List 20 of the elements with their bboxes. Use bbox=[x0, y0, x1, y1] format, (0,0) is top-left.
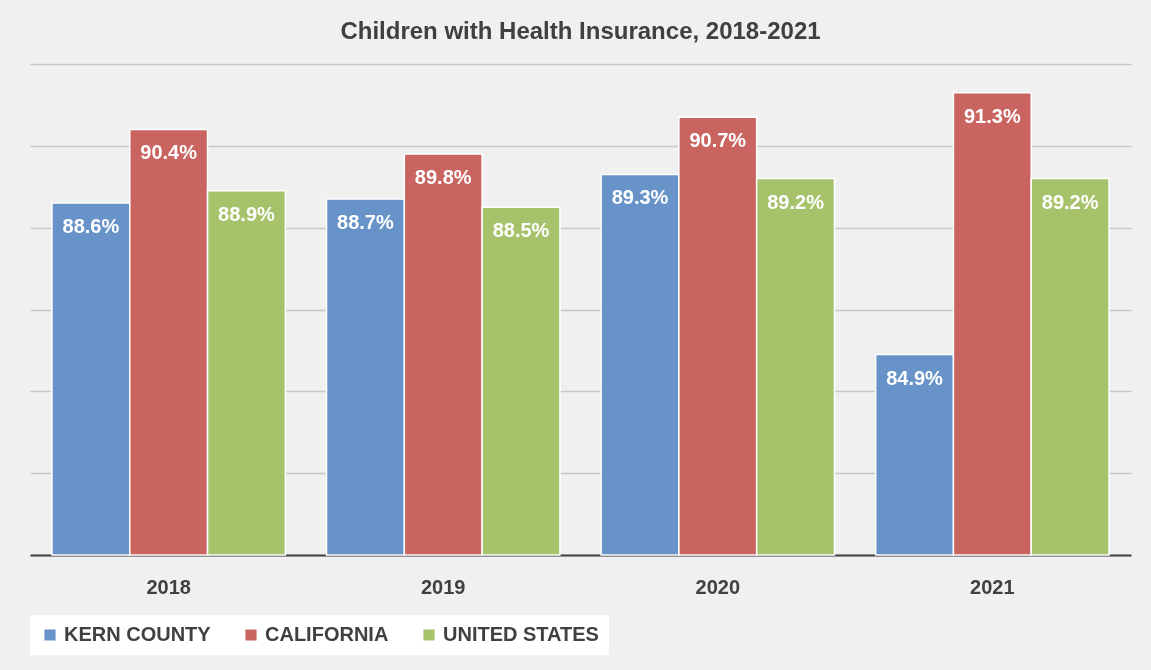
data-label: 89.2% bbox=[767, 190, 825, 213]
data-label: 91.3% bbox=[963, 104, 1021, 127]
legend-label: CALIFORNIA bbox=[265, 623, 389, 645]
data-label: 90.7% bbox=[689, 129, 747, 152]
x-tick-label: 2021 bbox=[970, 575, 1015, 598]
data-label: 90.4% bbox=[140, 141, 198, 164]
data-label: 88.9% bbox=[218, 202, 276, 225]
legend-label: KERN COUNTY bbox=[64, 623, 212, 645]
data-label: 84.9% bbox=[886, 366, 944, 389]
x-tick-label: 2020 bbox=[695, 575, 741, 598]
data-label: 88.7% bbox=[337, 211, 394, 234]
chart-title: Children with Health Insurance, 2018-2021 bbox=[340, 17, 821, 44]
data-label: 89.2% bbox=[1041, 190, 1099, 213]
x-tick-label: 2019 bbox=[420, 575, 466, 598]
x-tick-label: 2018 bbox=[146, 575, 191, 598]
data-label: 88.6% bbox=[62, 215, 120, 238]
data-label: 89.3% bbox=[611, 186, 669, 209]
data-label: 89.8% bbox=[414, 166, 472, 189]
data-label: 88.5% bbox=[492, 219, 550, 242]
legend-label: UNITED STATES bbox=[443, 623, 599, 645]
